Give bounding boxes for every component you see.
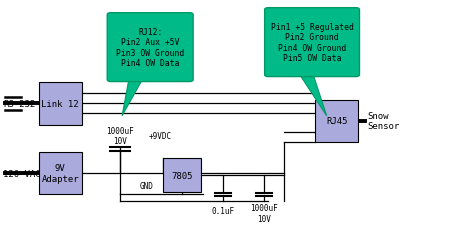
Text: 1000uF
10V: 1000uF 10V (250, 204, 278, 223)
Text: 1000uF
10V: 1000uF 10V (106, 126, 133, 146)
Text: 120 VAC: 120 VAC (3, 169, 41, 178)
Text: 7805: 7805 (171, 171, 193, 180)
Text: +9VDC: +9VDC (149, 132, 172, 141)
FancyBboxPatch shape (107, 14, 193, 82)
Text: Snow
Sensor: Snow Sensor (367, 112, 400, 131)
FancyBboxPatch shape (39, 152, 82, 194)
FancyBboxPatch shape (315, 100, 358, 142)
FancyBboxPatch shape (265, 9, 359, 77)
Polygon shape (299, 75, 327, 116)
Text: RJ45: RJ45 (326, 117, 348, 126)
Polygon shape (122, 80, 143, 116)
Text: GND: GND (140, 182, 154, 190)
Text: Link 12: Link 12 (41, 100, 79, 108)
Text: RJ12:
Pin2 Aux +5V
Pin3 OW Ground
Pin4 OW Data: RJ12: Pin2 Aux +5V Pin3 OW Ground Pin4 O… (116, 28, 184, 68)
FancyBboxPatch shape (162, 158, 201, 192)
Text: 0.1uF: 0.1uF (212, 206, 235, 215)
FancyBboxPatch shape (39, 83, 82, 125)
Text: 9V
Adapter: 9V Adapter (41, 164, 79, 183)
Text: Pin1 +5 Regulated
Pin2 Ground
Pin4 OW Ground
Pin5 OW Data: Pin1 +5 Regulated Pin2 Ground Pin4 OW Gr… (271, 23, 354, 63)
Text: RS-232: RS-232 (3, 100, 35, 108)
